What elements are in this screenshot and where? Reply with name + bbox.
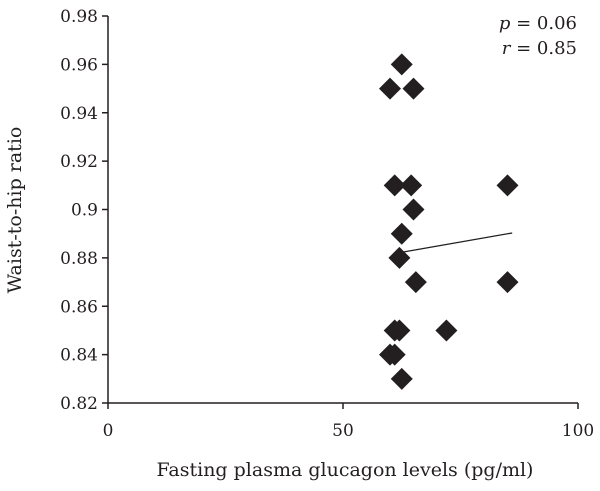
trend-line [403,232,513,253]
p-label: p [499,13,511,34]
data-point [390,222,413,245]
data-point [383,174,406,197]
data-point [402,77,425,100]
data-points [379,53,519,390]
trendline-group [403,232,513,253]
data-point [404,271,427,294]
y-axis-title: Waist-to-hip ratio [4,127,26,294]
r-label: r [502,38,512,59]
data-point [496,174,519,197]
data-point [390,53,413,76]
y-tick-label: 0.98 [60,7,98,27]
y-tick-label: 0.94 [60,104,98,124]
p-value: = 0.06 [510,13,577,34]
data-point [496,271,519,294]
y-tick-label: 0.84 [60,346,98,366]
data-point [388,319,411,342]
p-value-annotation: p = 0.06 [499,13,577,34]
data-point [402,198,425,221]
data-point [400,174,423,197]
y-ticks: 0.82 0.84 0.86 0.88 0.9 0.92 0.94 0.96 0.98 [60,7,108,414]
y-tick-label: 0.96 [60,55,98,75]
y-tick-label: 0.9 [71,201,98,221]
data-point [379,77,401,100]
axes [107,16,578,404]
x-tick-label: 100 [562,421,594,441]
x-tick-label: 50 [332,421,354,441]
r-value-annotation: r = 0.85 [502,38,577,59]
x-axis-title: Fasting plasma glucagon levels (pg/ml) [157,459,534,481]
x-ticks: 0 50 100 [103,403,594,441]
r-value: = 0.85 [510,38,577,59]
data-point [390,367,413,390]
y-tick-label: 0.88 [60,249,98,269]
y-tick-label: 0.92 [60,152,98,172]
y-tick-label: 0.82 [60,394,98,414]
x-tick-label: 0 [103,421,114,441]
y-tick-label: 0.86 [60,297,98,317]
data-point [388,246,411,269]
data-point [435,319,458,342]
data-point [383,343,406,366]
